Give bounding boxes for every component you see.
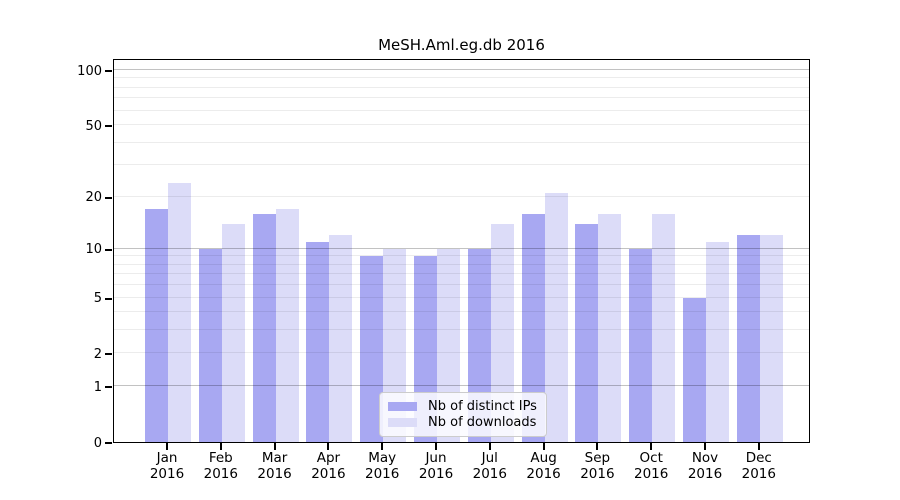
bar-nb-of-distinct-ips-aug (521, 213, 545, 442)
x-tick (435, 443, 437, 450)
legend-item-distinct-ips: Nb of distinct IPs (388, 399, 538, 414)
bar-nb-of-downloads-feb (221, 223, 245, 442)
chart-title: MeSH.Aml.eg.db 2016 (378, 36, 545, 54)
bar-nb-of-downloads-sep (598, 213, 622, 442)
bar-nb-of-downloads-jan (168, 182, 191, 442)
y-tick (105, 386, 112, 389)
y-tick (105, 248, 112, 251)
y-tick (105, 353, 112, 356)
x-tick (488, 443, 491, 450)
x-tick (219, 443, 222, 450)
y-tick-label: 0 (93, 435, 102, 451)
bar-nb-of-downloads-mar (275, 209, 299, 442)
x-tick (166, 443, 168, 450)
gridline-major (114, 69, 809, 70)
legend-item-downloads: Nb of downloads (388, 415, 538, 430)
gridline-minor (114, 311, 809, 313)
x-tick-label-sep: Sep 2016 (580, 450, 615, 482)
legend-swatch-distinct-ips (388, 401, 417, 411)
legend-label-distinct-ips: Nb of distinct IPs (428, 398, 537, 414)
gridline-minor (114, 164, 809, 166)
y-tick-label: 5 (93, 291, 102, 307)
y-tick (105, 125, 112, 128)
bar-nb-of-distinct-ips-nov (683, 297, 706, 442)
x-tick (704, 443, 706, 450)
gridline-minor (114, 109, 809, 111)
gridline-major (114, 385, 809, 387)
x-tick-label-jul: Jul 2016 (472, 450, 507, 482)
plot-area (113, 59, 810, 443)
x-tick-label-mar: Mar 2016 (257, 450, 292, 482)
x-tick (327, 443, 330, 450)
x-tick-label-nov: Nov 2016 (687, 450, 723, 482)
x-tick-label-aug: Aug 2016 (526, 450, 561, 482)
gridline-minor (114, 255, 809, 257)
bar-nb-of-distinct-ips-may (360, 256, 384, 442)
y-tick (105, 442, 112, 444)
bar-nb-of-downloads-apr (329, 235, 353, 442)
gridline-minor (114, 86, 809, 88)
gridline-minor (114, 352, 809, 354)
x-tick (596, 443, 599, 450)
bar-nb-of-distinct-ips-dec (736, 235, 760, 442)
gridline-minor (114, 124, 809, 126)
bar-nb-of-downloads-dec (759, 235, 783, 442)
x-tick-label-dec: Dec 2016 (741, 450, 776, 482)
gridline-minor (114, 273, 809, 275)
legend-label-downloads: Nb of downloads (428, 415, 537, 431)
y-tick (105, 70, 112, 72)
x-tick-label-oct: Oct 2016 (634, 450, 669, 482)
x-tick-label-apr: Apr 2016 (311, 450, 346, 482)
x-tick-label-jan: Jan 2016 (149, 450, 185, 482)
x-tick-label-jun: Jun 2016 (418, 450, 454, 482)
x-tick (273, 443, 276, 450)
y-tick-label: 50 (85, 118, 102, 134)
x-tick (381, 443, 384, 450)
gridline-minor (114, 97, 809, 99)
bar-nb-of-downloads-jul (490, 223, 514, 442)
x-tick (650, 443, 653, 450)
bar-nb-of-downloads-aug (544, 192, 568, 442)
gridline-minor (114, 263, 809, 265)
gridline-minor (114, 195, 809, 197)
bar-nb-of-distinct-ips-jan (145, 209, 168, 442)
x-tick (757, 443, 760, 450)
y-tick-label: 20 (85, 190, 102, 206)
bar-nb-of-distinct-ips-mar (252, 213, 276, 442)
x-tick-label-feb: Feb 2016 (203, 450, 238, 482)
bar-nb-of-distinct-ips-apr (306, 241, 330, 442)
y-tick-label: 1 (93, 379, 102, 395)
x-tick (542, 443, 545, 450)
gridline-minor (114, 329, 809, 331)
gridline-minor (114, 296, 809, 298)
y-tick-label: 10 (85, 242, 102, 258)
y-tick (105, 196, 112, 199)
x-tick-label-may: May 2016 (365, 450, 400, 482)
gridline-minor (114, 284, 809, 286)
y-tick (105, 297, 112, 300)
bar-nb-of-distinct-ips-oct (629, 248, 653, 442)
gridline-minor (114, 77, 809, 79)
bar-nb-of-downloads-oct (652, 213, 676, 442)
legend-swatch-downloads (388, 418, 417, 428)
gridline-major (114, 247, 809, 249)
bar-nb-of-distinct-ips-sep (575, 223, 599, 442)
bar-nb-of-distinct-ips-feb (198, 248, 222, 442)
gridline-minor (114, 141, 809, 143)
bar-nb-of-downloads-nov (706, 241, 729, 442)
y-tick-label: 100 (77, 63, 102, 79)
y-tick-label: 2 (93, 346, 102, 362)
legend: Nb of distinct IPs Nb of downloads (379, 392, 547, 437)
